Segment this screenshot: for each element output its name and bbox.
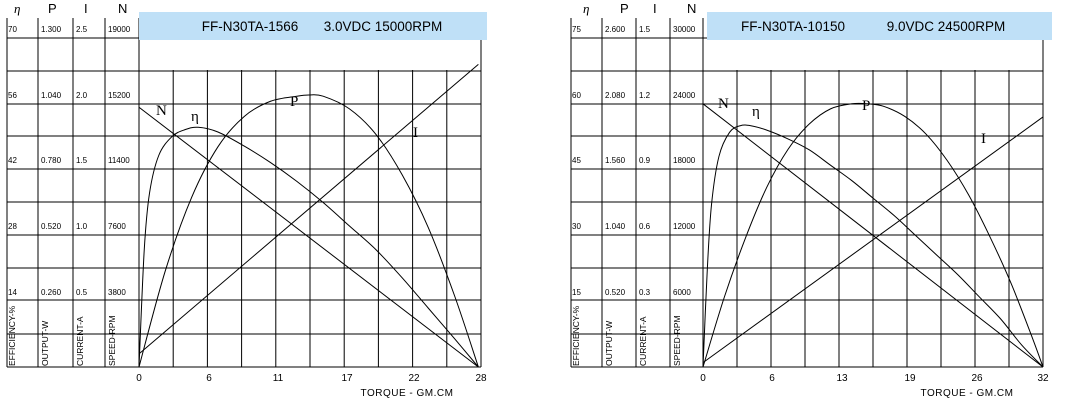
scale-tick-label: 56	[8, 91, 17, 100]
curve-label-P: P	[862, 98, 870, 114]
scale-tick-label: 18000	[673, 156, 696, 165]
scale-tick-label: 24000	[673, 91, 696, 100]
scale-tick-label: 12000	[673, 222, 696, 231]
curve-efficiency	[138, 126, 479, 368]
x-tick-label: 13	[836, 373, 848, 384]
x-tick-label: 11	[273, 373, 284, 384]
title-box	[707, 12, 1052, 40]
chart-title-model: FF-N30TA-10150	[741, 19, 845, 34]
scale-tick-label: 1.0	[76, 222, 88, 231]
curve-speed	[138, 106, 479, 368]
x-tick-label: 26	[971, 373, 983, 384]
scale-tick-label: 2.5	[76, 25, 88, 34]
motor-chart-right: η P I NFF-N30TA-10150 9.0VDC 24500RPM7560453…	[570, 1, 1052, 399]
scale-tick-label: 2.0	[76, 91, 88, 100]
curve-label-N: N	[718, 96, 729, 112]
column-header: η	[14, 1, 20, 16]
scale-tick-label: 30000	[673, 25, 696, 34]
scale-tick-label: 11400	[108, 156, 130, 165]
x-tick-label: 32	[1037, 373, 1049, 384]
scale-tick-label: 1.560	[605, 156, 626, 165]
scale-tick-label: 70	[8, 25, 17, 34]
axis-column-label: OUTPUT-W	[604, 321, 614, 366]
axis-column-label: EFFICIENCY-%	[571, 305, 581, 366]
scale-tick-label: 0.520	[605, 288, 626, 297]
curve-output	[138, 94, 479, 368]
scale-tick-label: 2.600	[605, 25, 626, 34]
scale-tick-label: 1.5	[639, 25, 651, 34]
scale-tick-label: 0.9	[639, 156, 651, 165]
curve-label-P: P	[290, 94, 298, 110]
x-tick-label: 0	[136, 373, 142, 384]
scale-tick-label: 1.040	[41, 91, 62, 100]
curve-current	[702, 116, 1044, 364]
scale-tick-label: 0.5	[76, 288, 88, 297]
curve-output	[702, 102, 1044, 368]
axis-column-label: EFFICIENCY-%	[7, 305, 17, 366]
title-box	[139, 12, 487, 40]
scale-tick-label: 45	[572, 156, 581, 165]
x-axis-title: TORQUE - GM.CM	[921, 388, 1014, 399]
motor-chart-left: η P I N FF-N30TA-1566 3.0VDC 15000RPM 70 56 42 28…	[6, 1, 487, 399]
column-header: P	[620, 1, 629, 16]
x-tick-label: 22	[408, 373, 420, 384]
scale-tick-label: 2.080	[605, 91, 626, 100]
axis-column-label: SPEED-RPM	[107, 315, 117, 366]
scale-tick-label: 30	[572, 222, 581, 231]
scale-tick-label: 3800	[108, 288, 126, 297]
scale-tick-label: 0.260	[41, 288, 62, 297]
axis-column-label: SPEED-RPM	[672, 315, 682, 366]
scale-tick-label: 15200	[108, 91, 131, 100]
scale-tick-label: 0.3	[639, 288, 651, 297]
scale-tick-label: 14	[8, 288, 17, 297]
column-header: I	[653, 1, 657, 16]
x-tick-label: 19	[904, 373, 916, 384]
scale-tick-label: 0.6	[639, 222, 651, 231]
curve-label-N: N	[156, 103, 167, 119]
x-tick-label: 0	[700, 373, 706, 384]
chart-title-spec: 3.0VDC 15000RPM	[324, 19, 443, 34]
scale-tick-label: 28	[8, 222, 17, 231]
x-tick-label: 6	[206, 373, 212, 384]
scale-tick-label: 19000	[108, 25, 131, 34]
scale-tick-label: 7600	[108, 222, 126, 231]
chart-title-model: FF-N30TA-1566	[202, 19, 299, 34]
scale-tick-label: 1.5	[76, 156, 88, 165]
scale-tick-label: 1.300	[41, 25, 62, 34]
scale-tick-label: 0.780	[41, 156, 62, 165]
column-header: I	[84, 1, 88, 16]
scale-tick-label: 0.520	[41, 222, 62, 231]
axis-column-label: OUTPUT-W	[40, 321, 50, 366]
axis-column-label: CURRENT-A	[638, 316, 648, 366]
curve-label-eta: η	[191, 109, 199, 125]
scale-tick-label: 1.2	[639, 91, 651, 100]
curve-label-I: I	[413, 125, 418, 141]
scale-tick-label: 15	[572, 288, 581, 297]
x-tick-label: 6	[769, 373, 775, 384]
scale-tick-label: 1.040	[605, 222, 626, 231]
x-tick-label: 28	[475, 373, 487, 384]
scale-tick-label: 75	[572, 25, 581, 34]
column-header: N	[687, 1, 696, 16]
scale-tick-label: 42	[8, 156, 17, 165]
column-header: η	[583, 1, 589, 16]
x-axis-title: TORQUE - GM.CM	[361, 388, 454, 399]
curve-speed	[702, 103, 1044, 368]
curve-label-I: I	[981, 131, 986, 147]
scale-tick-label: 6000	[673, 288, 691, 297]
scale-tick-label: 60	[572, 91, 581, 100]
curve-label-eta: η	[752, 104, 760, 120]
curve-efficiency	[702, 124, 1044, 368]
x-tick-label: 17	[341, 373, 353, 384]
curve-current	[138, 63, 479, 355]
chart-title-spec: 9.0VDC 24500RPM	[887, 19, 1006, 34]
column-header: P	[48, 1, 57, 16]
axis-column-label: CURRENT-A	[75, 316, 85, 366]
column-header: N	[118, 1, 127, 16]
